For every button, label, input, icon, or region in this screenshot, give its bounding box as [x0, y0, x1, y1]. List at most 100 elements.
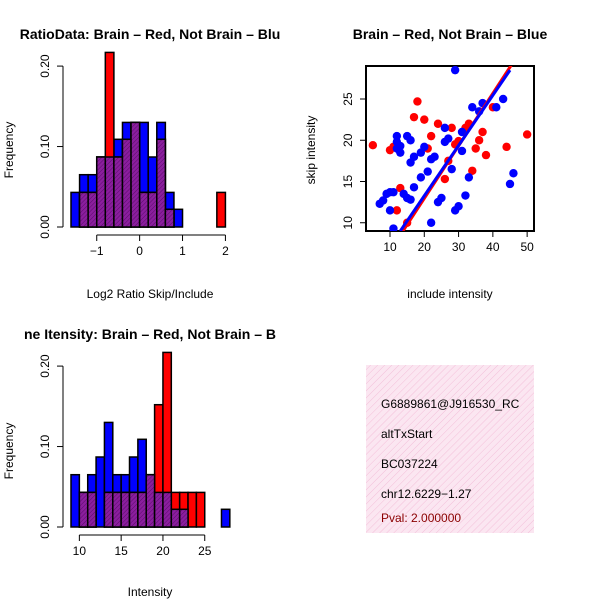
int-hist-bar-brain [195, 491, 206, 528]
int-hist-bar-overlap [78, 491, 89, 528]
ratio-hist-x-tick-label: −1 [90, 244, 104, 258]
scatter-point-not-brain [509, 169, 518, 178]
scatter-y-tick-label: 10 [341, 216, 355, 230]
scatter-point-brain [440, 174, 450, 184]
scatter-point-not-brain [396, 148, 405, 157]
scatter-point-not-brain [409, 183, 419, 192]
scatter-point-brain [409, 112, 419, 122]
ratio-histogram-ylabel: Frequency [2, 122, 16, 179]
int-hist-bar-overlap [170, 508, 181, 528]
int-hist-bar-overlap [162, 491, 173, 528]
ratio-histogram-xlabel: Log2 Ratio Skip/Include [87, 287, 214, 301]
scatter-point-brain [368, 141, 378, 150]
scatter-frame [365, 65, 535, 232]
int-hist-y-tick-label: 0.00 [38, 515, 52, 539]
int-hist-bar-overlap [128, 491, 139, 528]
int-hist-bar-overlap [153, 491, 164, 528]
ratio-hist-bar-not-brain [70, 191, 81, 228]
ratio-hist-bar-overlap [130, 121, 141, 228]
ratio-hist-bar-overlap [78, 191, 89, 228]
int-hist-x-tick-label: 25 [198, 544, 212, 558]
int-hist-y-tick-label: 0.10 [38, 435, 52, 459]
scatter-point-not-brain [389, 188, 398, 197]
ratio-histogram-panel: RatioData: Brain – Red, Not Brain – Blu … [2, 26, 280, 301]
ratio-hist-bar-overlap [138, 191, 149, 228]
scatter-x-tick-label: 10 [383, 240, 397, 254]
scatter-point-not-brain [430, 152, 439, 161]
scatter-y-tick-label: 20 [341, 133, 355, 147]
scatter-title: Brain – Red, Not Brain – Blue [353, 26, 548, 42]
scatter-x-tick-label: 30 [452, 240, 466, 254]
scatter-ylabel: skip intensity [304, 116, 318, 185]
scatter-point-not-brain [450, 66, 460, 75]
ratio-hist-bar-overlap [147, 191, 158, 228]
scatter-point-not-brain [426, 218, 436, 227]
intensity-histogram-xlabel: Intensity [128, 585, 173, 599]
scatter-fit-line-not-brain [399, 69, 512, 231]
scatter-point-not-brain [461, 191, 470, 200]
int-hist-bar-overlap [120, 491, 131, 528]
scatter-point-not-brain [420, 142, 429, 152]
int-hist-bar-overlap [86, 491, 97, 528]
ratio-histogram-axes: −1 0 1 2 0.00 0.10 0.20 [38, 54, 229, 258]
intensity-histogram-ylabel: Frequency [2, 423, 16, 480]
int-hist-y-tick-label: 0.20 [38, 354, 52, 378]
scatter-point-brain [392, 206, 402, 215]
ratio-hist-bar-not-brain [173, 208, 184, 228]
info-accession: BC037224 [381, 457, 438, 471]
int-hist-bar-overlap [103, 491, 114, 528]
scatter-point-not-brain [468, 103, 477, 112]
scatter-point-brain [468, 166, 477, 175]
scatter-point-not-brain [457, 127, 467, 137]
ratio-hist-x-tick-label: 1 [179, 244, 186, 258]
scatter-point-not-brain [498, 94, 508, 104]
scatter-point-not-brain [464, 173, 474, 182]
scatter-point-not-brain [447, 164, 456, 174]
scatter-point-brain [433, 119, 443, 128]
scatter-y-tick-label: 25 [341, 92, 355, 106]
scatter-point-brain [474, 136, 484, 145]
ratio-hist-y-tick-label: 0.20 [38, 54, 52, 78]
int-hist-bar-brain [187, 491, 198, 528]
intensity-histogram-panel: ne Itensity: Brain – Red, Not Brain – B … [2, 326, 276, 599]
scatter-point-not-brain [454, 202, 463, 211]
int-hist-x-tick-label: 15 [114, 544, 128, 558]
scatter-x-tick-label: 20 [418, 240, 432, 254]
ratio-hist-x-tick-label: 0 [136, 244, 143, 258]
scatter-point-brain [420, 115, 429, 124]
scatter-point-not-brain [406, 136, 415, 145]
ratio-hist-bar-overlap [156, 138, 167, 228]
info-event-type: altTxStart [381, 427, 433, 441]
intensity-scatter-panel: Brain – Red, Not Brain – Blue 10 20 30 40 50… [304, 26, 547, 301]
int-hist-bar-overlap [112, 491, 122, 528]
int-hist-bar-overlap [137, 491, 147, 528]
int-hist-bar-not-brain [220, 508, 231, 528]
int-hist-bar-overlap [178, 508, 189, 528]
scatter-point-not-brain [406, 195, 415, 204]
scatter-point-brain [413, 97, 422, 106]
scatter-point-not-brain [437, 193, 446, 203]
ratio-hist-bar-overlap [164, 208, 175, 228]
scatter-point-brain [478, 127, 487, 137]
int-hist-x-tick-label: 20 [156, 544, 170, 558]
int-hist-bar-not-brain [70, 473, 81, 528]
scatter-point-not-brain [378, 196, 388, 205]
ratio-histogram-bars [70, 51, 227, 228]
scatter-point-not-brain [505, 179, 515, 189]
info-location: chr12.6229−1.27 [381, 487, 472, 501]
scatter-point-not-brain [389, 224, 398, 231]
info-panel-background [366, 365, 534, 533]
intensity-histogram-title: ne Itensity: Brain – Red, Not Brain – B [24, 326, 276, 342]
int-hist-bar-not-brain [95, 456, 106, 528]
ratio-hist-bar-overlap [121, 138, 132, 228]
scatter-point-not-brain [423, 167, 432, 176]
scatter-point-not-brain [396, 141, 405, 151]
scatter-x-tick-label: 40 [486, 240, 500, 254]
scatter-point-brain [481, 150, 491, 160]
intensity-histogram-bars [70, 351, 231, 528]
int-hist-x-tick-label: 10 [73, 544, 87, 558]
scatter-point-brain [447, 123, 456, 133]
scatter-plot-area [365, 65, 535, 232]
scatter-point-not-brain [440, 123, 450, 133]
